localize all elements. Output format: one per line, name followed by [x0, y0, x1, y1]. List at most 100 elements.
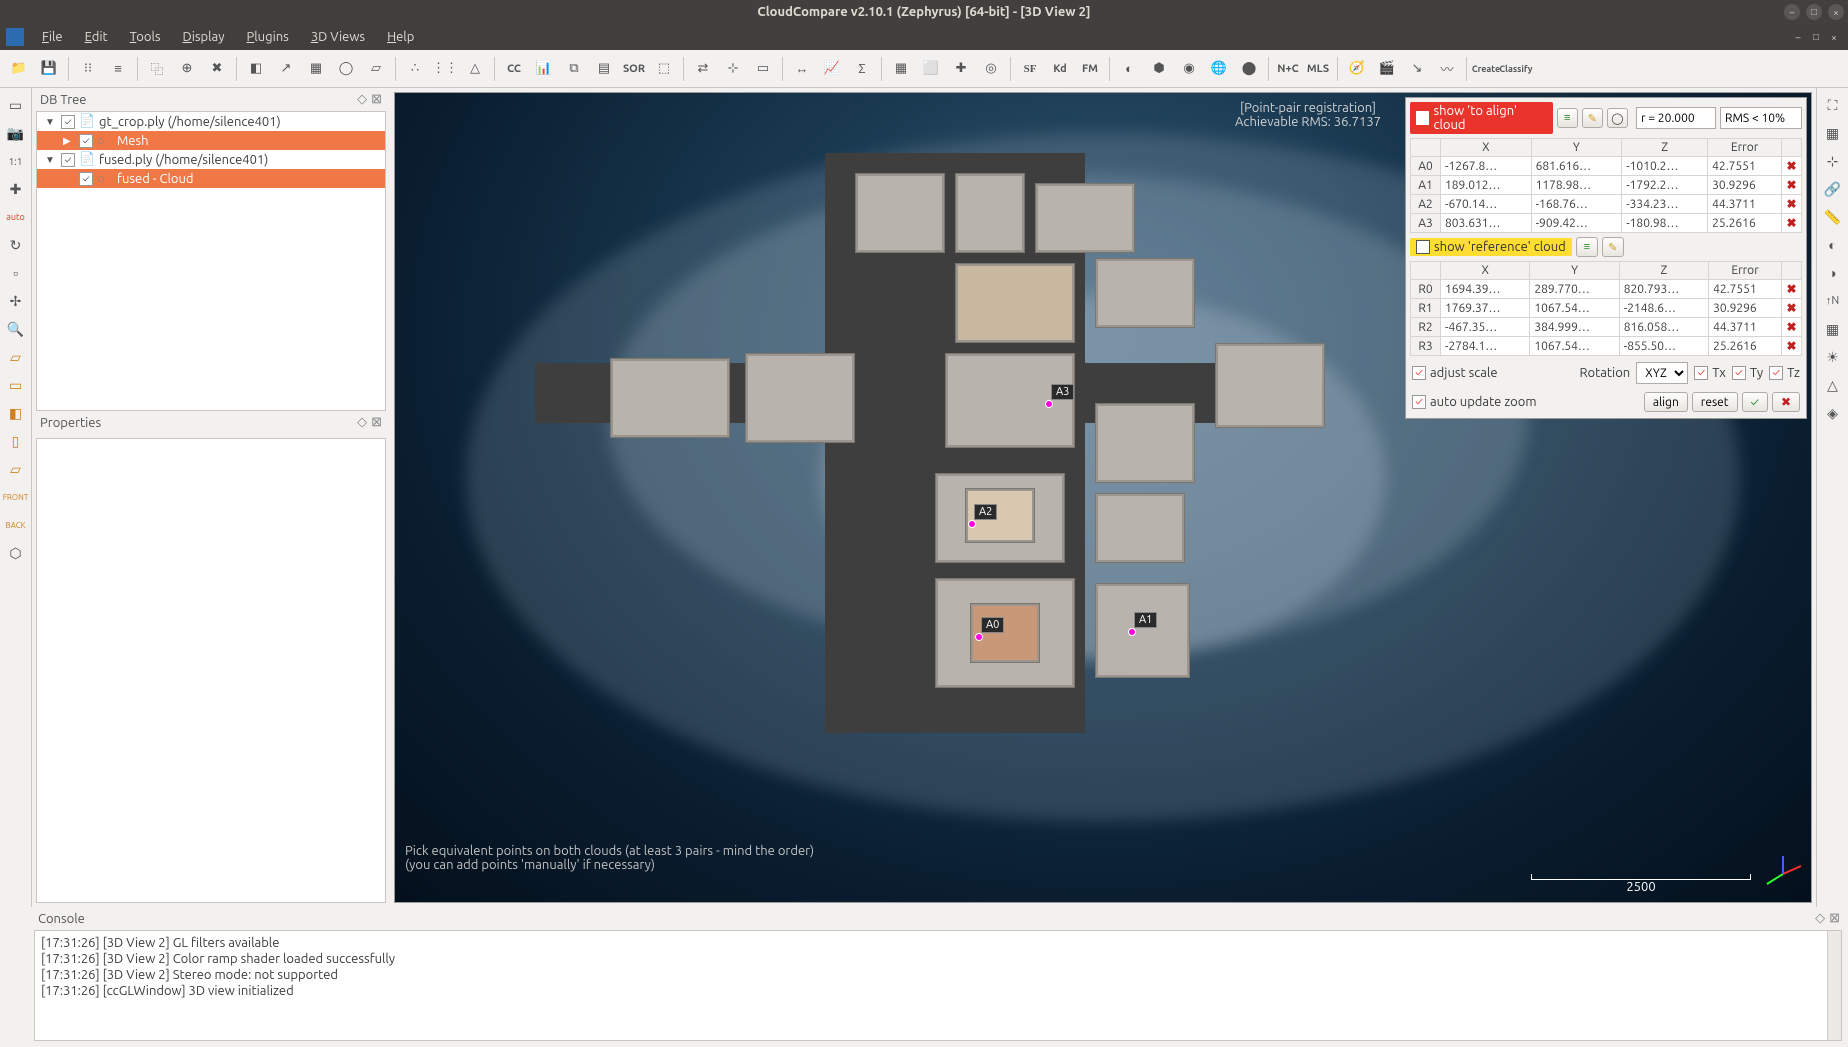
- close-button[interactable]: ×: [1828, 4, 1844, 20]
- bottom-view-icon[interactable]: ▱: [3, 456, 29, 482]
- volume-icon[interactable]: ⬜: [918, 56, 944, 82]
- panel-close-icon[interactable]: ⊠: [1829, 911, 1840, 926]
- gradient-icon[interactable]: ▤: [591, 56, 617, 82]
- front-label-icon[interactable]: FRONT: [3, 484, 29, 510]
- dbtree-panel[interactable]: ▼ ✓ 📄 gt_crop.ply (/home/silence401) ▶ ✓…: [36, 111, 386, 411]
- fm-icon[interactable]: FM: [1077, 56, 1103, 82]
- rotate-icon[interactable]: ↻: [3, 232, 29, 258]
- ty-checkbox[interactable]: ✓Ty: [1732, 366, 1763, 380]
- front-view-icon[interactable]: ▭: [3, 372, 29, 398]
- classify-icon[interactable]: Classify: [1503, 56, 1529, 82]
- octree-icon[interactable]: ▦: [303, 56, 329, 82]
- sphere-icon[interactable]: ⬤: [1236, 56, 1262, 82]
- mdi-minimize[interactable]: –: [1790, 29, 1806, 45]
- grid-icon[interactable]: ▦: [1820, 316, 1846, 342]
- col-y[interactable]: Y: [1530, 262, 1619, 280]
- rms-input[interactable]: [1720, 107, 1802, 129]
- filter-icon[interactable]: ⧉: [561, 56, 587, 82]
- compass-icon[interactable]: 🧭: [1344, 56, 1370, 82]
- col-error[interactable]: Error: [1708, 139, 1782, 157]
- wireframe-icon[interactable]: △: [1820, 372, 1846, 398]
- link-icon[interactable]: 🔗: [1820, 176, 1846, 202]
- rotation-select[interactable]: XYZ: [1636, 362, 1688, 384]
- adjust-scale-checkbox[interactable]: ✓adjust scale: [1412, 366, 1498, 380]
- csf-icon[interactable]: 〰: [1434, 56, 1460, 82]
- sf-icon[interactable]: SF: [1017, 56, 1043, 82]
- fullscreen-icon[interactable]: ⛶: [1820, 92, 1846, 118]
- stats-icon[interactable]: Σ: [849, 56, 875, 82]
- scrollbar[interactable]: [1827, 931, 1841, 1040]
- col-y[interactable]: Y: [1531, 139, 1622, 157]
- statistics-icon[interactable]: 📊: [531, 56, 557, 82]
- nc-icon[interactable]: N+C: [1275, 56, 1301, 82]
- properties-panel[interactable]: [36, 438, 386, 903]
- mls-icon[interactable]: MLS: [1305, 56, 1331, 82]
- viewport-3d[interactable]: A0A1A2A3 [Point-pair registration] Achie…: [394, 92, 1812, 903]
- minimize-button[interactable]: –: [1784, 4, 1800, 20]
- tree-checkbox[interactable]: ✓: [79, 134, 93, 148]
- panel-float-icon[interactable]: ◇: [357, 415, 367, 430]
- back-view-icon[interactable]: ▯: [3, 428, 29, 454]
- mesh-icon[interactable]: △: [462, 56, 488, 82]
- cancel-button[interactable]: ✖: [1772, 392, 1800, 412]
- top-view-icon[interactable]: ▱: [3, 344, 29, 370]
- raster-icon[interactable]: ▦: [888, 56, 914, 82]
- radius-input[interactable]: [1636, 107, 1716, 129]
- delete-icon[interactable]: ✖: [204, 56, 230, 82]
- tx-checkbox[interactable]: ✓Tx: [1694, 366, 1726, 380]
- crop-icon[interactable]: ⬚: [651, 56, 677, 82]
- tree-arrow-icon[interactable]: ▶: [63, 135, 75, 147]
- accept-button[interactable]: ✓: [1742, 392, 1768, 412]
- level-icon[interactable]: ▭: [750, 56, 776, 82]
- subsample-icon[interactable]: ∴: [402, 56, 428, 82]
- tz-checkbox[interactable]: ✓Tz: [1769, 366, 1800, 380]
- panel-float-icon[interactable]: ◇: [357, 92, 367, 107]
- edl-icon[interactable]: ◐: [1820, 232, 1846, 258]
- delete-row-icon[interactable]: ✖: [1782, 157, 1802, 176]
- primitive-icon[interactable]: ◯: [333, 56, 359, 82]
- table-row[interactable]: A1 189.012… 1178.98… -1792.2… 30.9296 ✖: [1411, 176, 1802, 195]
- panel-close-icon[interactable]: ⊠: [371, 415, 382, 430]
- create-icon[interactable]: Create: [1473, 56, 1499, 82]
- tree-checkbox[interactable]: ✓: [61, 153, 75, 167]
- color-icon[interactable]: ◧: [243, 56, 269, 82]
- menu-3dviews[interactable]: 3D Views: [301, 26, 375, 48]
- tree-row[interactable]: ▶ ✓ ○ Mesh: [37, 131, 385, 150]
- plugin1-icon[interactable]: ◐: [1116, 56, 1142, 82]
- col-x[interactable]: X: [1441, 262, 1530, 280]
- point-marker[interactable]: [968, 520, 976, 528]
- cc-icon[interactable]: CC: [501, 56, 527, 82]
- histogram-icon[interactable]: 📈: [819, 56, 845, 82]
- ssao-icon[interactable]: ◑: [1820, 260, 1846, 286]
- edit-icon[interactable]: ✎: [1602, 237, 1624, 257]
- distance-icon[interactable]: ↔: [789, 56, 815, 82]
- menu-tools[interactable]: Tools: [120, 26, 171, 48]
- tree-arrow-icon[interactable]: ▼: [45, 154, 57, 166]
- maximize-button[interactable]: □: [1806, 4, 1822, 20]
- auto-zoom-checkbox[interactable]: ✓auto update zoom: [1412, 395, 1537, 409]
- plane-icon[interactable]: ▱: [363, 56, 389, 82]
- auto-icon[interactable]: auto: [3, 204, 29, 230]
- align-button[interactable]: align: [1644, 392, 1688, 412]
- edit-icon[interactable]: ✎: [1582, 108, 1603, 128]
- point-marker[interactable]: [1128, 628, 1136, 636]
- pointsize-icon[interactable]: ⁝⁝: [75, 56, 101, 82]
- pick-icon[interactable]: ✚: [3, 176, 29, 202]
- globe-icon[interactable]: 🌐: [1206, 56, 1232, 82]
- tree-row[interactable]: ▼ ✓ 📄 fused.ply (/home/silence401): [37, 150, 385, 169]
- merge-icon[interactable]: ⊕: [174, 56, 200, 82]
- clone-icon[interactable]: ⿻: [144, 56, 170, 82]
- one-to-one-icon[interactable]: 1:1: [3, 148, 29, 174]
- show-ref-button[interactable]: show 'reference' cloud: [1410, 238, 1572, 256]
- menu-edit[interactable]: Edit: [75, 26, 118, 48]
- delete-row-icon[interactable]: ✖: [1782, 176, 1802, 195]
- mdi-maximize[interactable]: □: [1808, 29, 1824, 45]
- side-view-icon[interactable]: ◧: [3, 400, 29, 426]
- menu-file[interactable]: File: [32, 26, 73, 48]
- light-icon[interactable]: ☀: [1820, 344, 1846, 370]
- center-icon[interactable]: ⊹: [1820, 148, 1846, 174]
- mdi-close[interactable]: ×: [1826, 29, 1842, 45]
- menu-plugins[interactable]: Plugins: [237, 26, 299, 48]
- reset-button[interactable]: reset: [1692, 392, 1738, 412]
- panel-float-icon[interactable]: ◇: [1815, 911, 1825, 926]
